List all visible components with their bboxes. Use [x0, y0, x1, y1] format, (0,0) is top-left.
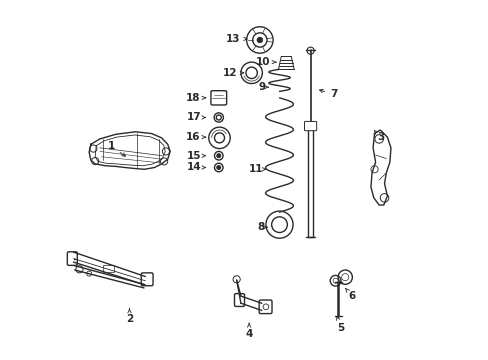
Text: 7: 7 — [319, 89, 337, 99]
Text: 16: 16 — [185, 132, 205, 142]
Text: 8: 8 — [256, 222, 266, 232]
Text: 3: 3 — [374, 131, 384, 142]
Text: 11: 11 — [248, 164, 265, 174]
FancyBboxPatch shape — [141, 273, 153, 286]
FancyBboxPatch shape — [259, 300, 271, 314]
Text: 17: 17 — [186, 112, 205, 122]
Text: 15: 15 — [187, 151, 205, 161]
Text: 6: 6 — [345, 288, 355, 301]
Circle shape — [257, 37, 262, 43]
Text: 1: 1 — [108, 141, 125, 156]
Text: 5: 5 — [336, 317, 344, 333]
FancyBboxPatch shape — [103, 265, 114, 272]
Text: 9: 9 — [258, 82, 267, 92]
Circle shape — [216, 165, 221, 170]
Text: 14: 14 — [186, 162, 205, 172]
Text: 12: 12 — [223, 68, 243, 78]
Bar — [307, 126, 313, 237]
FancyBboxPatch shape — [67, 252, 77, 265]
Text: 2: 2 — [125, 309, 133, 324]
Text: 4: 4 — [245, 323, 252, 339]
FancyBboxPatch shape — [210, 91, 226, 105]
Text: 18: 18 — [185, 93, 205, 103]
FancyBboxPatch shape — [234, 294, 244, 306]
Text: 10: 10 — [256, 57, 276, 67]
FancyBboxPatch shape — [304, 121, 316, 131]
Text: 13: 13 — [225, 34, 246, 44]
Circle shape — [216, 154, 221, 158]
